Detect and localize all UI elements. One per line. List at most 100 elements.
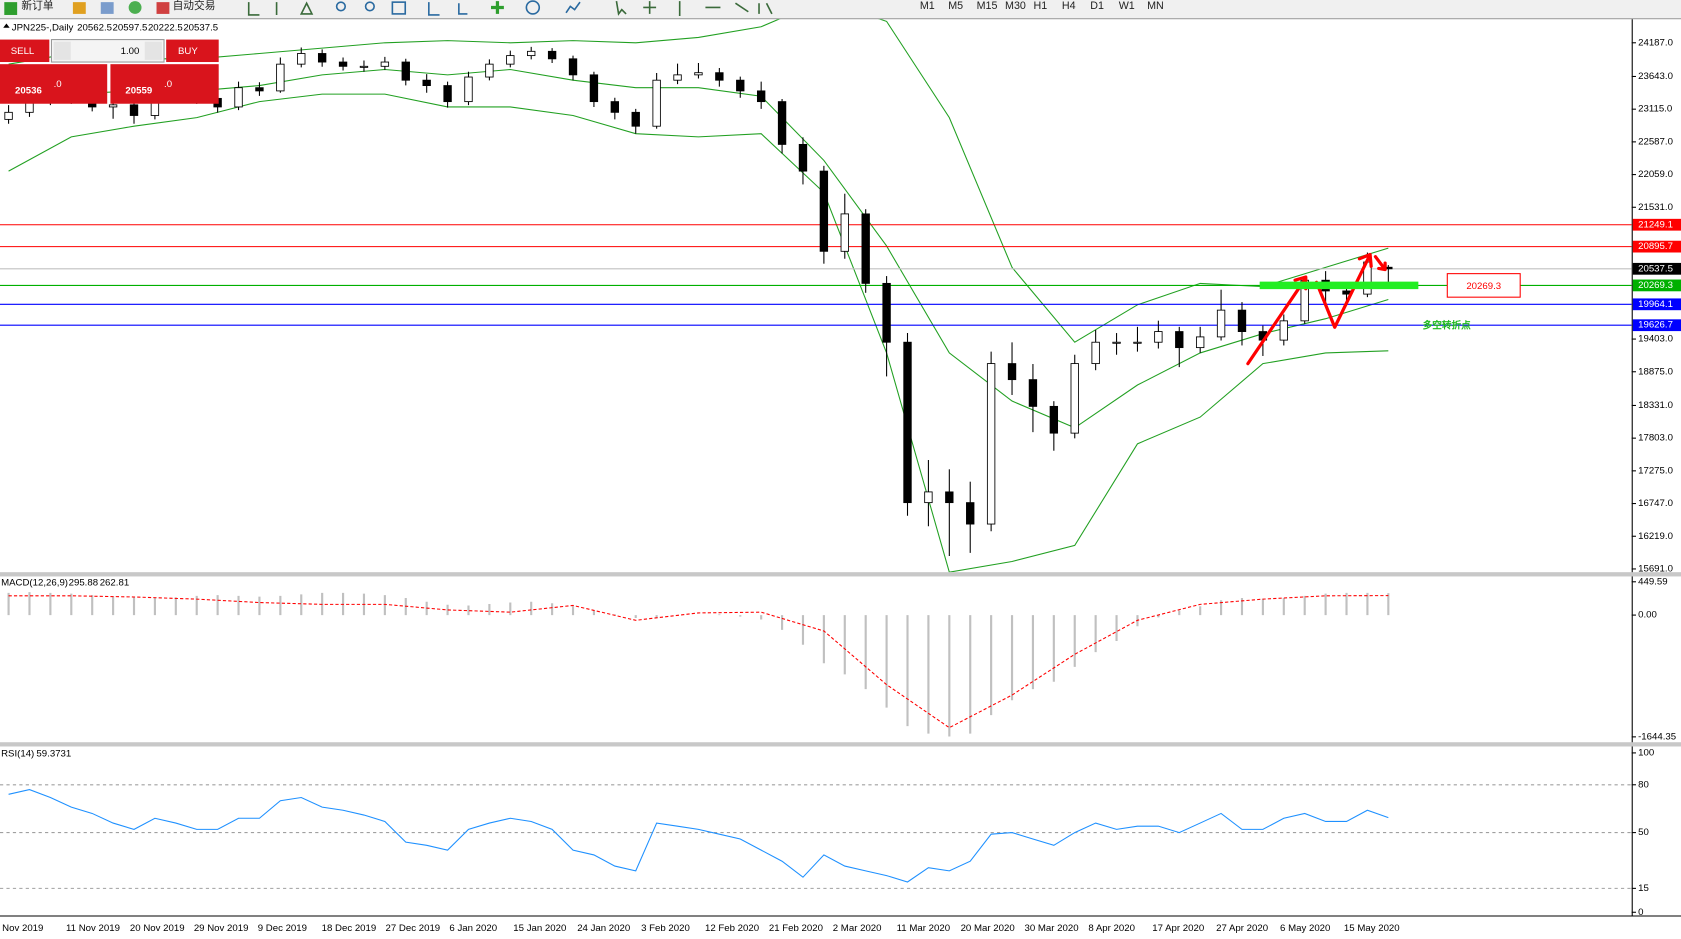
candle-body <box>422 79 431 87</box>
macd-signal <box>8 595 1389 729</box>
candle-body <box>527 50 536 57</box>
ask-fraction[interactable]: .0 <box>164 79 172 90</box>
candle-body <box>380 61 390 67</box>
symbol-header: JPN225-,Daily <box>12 22 74 33</box>
lot-up[interactable] <box>144 41 162 60</box>
price-level-label: 20895.7 <box>1638 241 1673 252</box>
timeframe[interactable]: H1 <box>1033 0 1047 12</box>
ask-box[interactable] <box>110 64 219 104</box>
candle-body <box>234 87 243 108</box>
auto-trading-icon[interactable] <box>156 2 170 14</box>
auto-trading[interactable]: 自动交易 <box>173 0 216 12</box>
y-tick-label: 16747.0 <box>1638 498 1673 509</box>
timeframe[interactable]: M15 <box>977 0 998 12</box>
buy-label[interactable]: BUY <box>178 46 198 57</box>
candle-body <box>694 72 703 76</box>
timeframe[interactable]: D1 <box>1090 0 1104 12</box>
sell-button[interactable] <box>0 39 50 63</box>
price-level-label: 19626.7 <box>1638 320 1673 331</box>
icon[interactable] <box>100 2 114 14</box>
panel-separator <box>0 742 1681 747</box>
macd-label: MACD(12,26,9) <box>1 577 68 588</box>
buy-button[interactable] <box>166 39 219 63</box>
icon[interactable] <box>128 1 142 14</box>
tool-icons <box>247 0 773 17</box>
candle-body <box>945 491 954 504</box>
candle-body <box>108 104 118 108</box>
timeframe[interactable]: M1 <box>920 0 935 12</box>
panel-separator <box>0 572 1681 577</box>
macd-signal-value: 262.81 <box>100 577 129 588</box>
candle-body <box>276 63 285 92</box>
y-tick-label: 18875.0 <box>1638 366 1673 377</box>
bollinger-upper <box>8 19 1389 343</box>
x-tick-label: 6 May 2020 <box>1280 923 1330 934</box>
lot-down[interactable] <box>53 41 71 60</box>
new-order-icon[interactable] <box>4 2 18 15</box>
timeframe[interactable]: MN <box>1147 0 1164 12</box>
timeframe[interactable]: M5 <box>948 0 963 12</box>
candle-body <box>1049 405 1059 434</box>
pivot-label: 20269.3 <box>1466 281 1501 292</box>
price-level-tag <box>1632 240 1681 253</box>
candle-body <box>882 282 891 343</box>
candle-body <box>610 101 620 113</box>
candle-body <box>1195 336 1205 349</box>
ohlc-value: 20222.5 <box>148 22 183 33</box>
candle-body <box>819 170 829 252</box>
bid-fraction[interactable]: .0 <box>54 79 62 90</box>
candle-body <box>986 363 996 525</box>
price-level-label: 20537.5 <box>1638 263 1673 274</box>
x-tick-label: 21 Feb 2020 <box>769 923 823 934</box>
candle-body <box>464 76 473 103</box>
lot-value[interactable]: 1.00 <box>121 46 140 57</box>
bollinger-middle <box>8 68 1389 429</box>
y-tick-label: 0 <box>1638 907 1643 918</box>
candle-body <box>1112 341 1121 344</box>
y-tick-label: 18331.0 <box>1638 400 1673 411</box>
x-tick-label: 12 Feb 2020 <box>705 923 759 934</box>
candle-body <box>589 74 599 103</box>
candle-body <box>673 74 682 81</box>
new-order[interactable]: 新订单 <box>21 0 53 12</box>
x-tick-label: 6 Jan 2020 <box>449 923 497 934</box>
y-tick-label: 17803.0 <box>1638 433 1673 444</box>
y-tick-label: 19403.0 <box>1638 334 1673 345</box>
candle-body <box>798 143 808 172</box>
lot-field[interactable] <box>50 39 165 63</box>
timeframe[interactable]: H4 <box>1062 0 1076 12</box>
bid-box[interactable] <box>0 64 108 104</box>
candle-body <box>297 53 306 65</box>
candle-body <box>1342 290 1351 295</box>
candle-body <box>1091 341 1100 365</box>
icon[interactable] <box>72 2 86 14</box>
candle-body <box>631 111 640 127</box>
x-tick-label: 11 Nov 2019 <box>66 923 120 934</box>
candle-body <box>485 63 494 78</box>
macd-value: 295.88 <box>69 577 98 588</box>
candle-body <box>1237 309 1247 332</box>
bid-price[interactable]: 20536 <box>15 85 42 96</box>
timeframe[interactable]: W1 <box>1119 0 1135 12</box>
x-tick-label: 8 Apr 2020 <box>1088 923 1135 934</box>
rsi-value: 59.3731 <box>36 749 71 760</box>
timeframe[interactable]: M30 <box>1005 0 1026 12</box>
rsi-panel <box>0 784 1632 889</box>
ask-price[interactable]: 20559 <box>125 85 152 96</box>
x-tick-label: 27 Dec 2019 <box>386 923 441 934</box>
candle-body <box>736 79 745 92</box>
collapse-arrow[interactable] <box>3 23 10 28</box>
y-tick-label: 15691.0 <box>1638 564 1673 575</box>
timeframes: M1 M5 M15 M30 H1 H4 D1 W1 MN <box>920 0 1164 12</box>
candle-body <box>359 65 369 68</box>
candle-body <box>506 55 515 65</box>
rsi-line <box>8 789 1389 883</box>
x-tick-label: 18 Dec 2019 <box>322 923 377 934</box>
x-tick-label: 20 Mar 2020 <box>961 923 1015 934</box>
sell-label[interactable]: SELL <box>11 46 35 57</box>
trend-arrows <box>1246 252 1387 366</box>
candle-body <box>129 104 139 116</box>
candle-body <box>1133 341 1142 344</box>
y-tick-label: -1644.35 <box>1638 731 1676 742</box>
